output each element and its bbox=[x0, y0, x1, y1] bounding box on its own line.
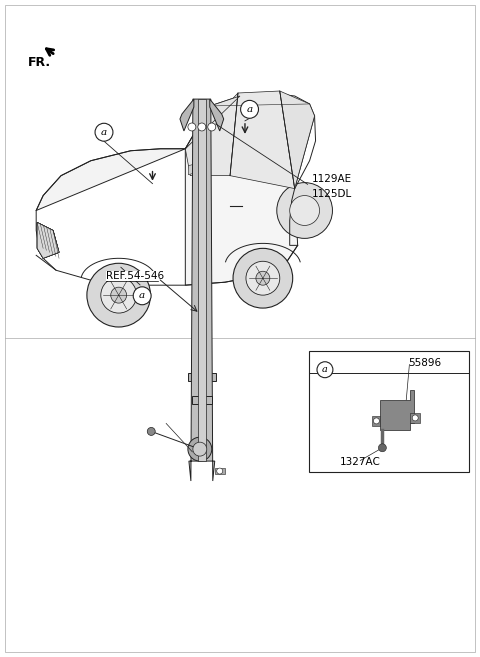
Circle shape bbox=[101, 277, 137, 313]
Polygon shape bbox=[410, 413, 420, 423]
Polygon shape bbox=[189, 99, 215, 481]
Polygon shape bbox=[230, 91, 295, 189]
Circle shape bbox=[147, 428, 155, 436]
Circle shape bbox=[317, 362, 333, 378]
Polygon shape bbox=[37, 223, 59, 258]
Circle shape bbox=[95, 124, 113, 141]
Polygon shape bbox=[36, 148, 185, 210]
Circle shape bbox=[233, 248, 293, 308]
Polygon shape bbox=[196, 382, 208, 451]
Polygon shape bbox=[188, 164, 196, 175]
Polygon shape bbox=[180, 99, 194, 131]
Polygon shape bbox=[215, 468, 225, 474]
Text: a: a bbox=[247, 105, 252, 114]
Circle shape bbox=[246, 261, 280, 295]
Circle shape bbox=[198, 123, 206, 131]
Wedge shape bbox=[87, 263, 151, 327]
Circle shape bbox=[290, 196, 320, 225]
Circle shape bbox=[188, 437, 212, 461]
Polygon shape bbox=[199, 291, 205, 349]
Polygon shape bbox=[193, 349, 211, 373]
Polygon shape bbox=[185, 148, 298, 285]
Circle shape bbox=[208, 123, 216, 131]
Polygon shape bbox=[372, 416, 380, 426]
Circle shape bbox=[193, 442, 207, 456]
Polygon shape bbox=[37, 223, 59, 258]
Circle shape bbox=[188, 123, 196, 131]
Circle shape bbox=[373, 418, 379, 424]
Circle shape bbox=[133, 287, 151, 305]
Circle shape bbox=[256, 271, 270, 285]
Polygon shape bbox=[37, 223, 59, 258]
Polygon shape bbox=[280, 91, 314, 189]
Text: 1327AC: 1327AC bbox=[340, 457, 381, 468]
Polygon shape bbox=[198, 99, 206, 461]
Text: 1125DL: 1125DL bbox=[312, 189, 352, 199]
Polygon shape bbox=[188, 373, 216, 382]
Polygon shape bbox=[380, 390, 414, 430]
Polygon shape bbox=[185, 93, 238, 175]
Circle shape bbox=[277, 183, 333, 238]
Polygon shape bbox=[185, 106, 314, 189]
Circle shape bbox=[378, 443, 386, 452]
Polygon shape bbox=[37, 223, 59, 258]
Bar bbox=[309, 351, 469, 472]
Circle shape bbox=[412, 415, 418, 421]
Polygon shape bbox=[185, 96, 240, 148]
Polygon shape bbox=[37, 223, 59, 258]
Text: FR.: FR. bbox=[28, 56, 51, 69]
Polygon shape bbox=[210, 99, 224, 131]
Circle shape bbox=[217, 468, 223, 474]
Text: a: a bbox=[322, 365, 328, 374]
Polygon shape bbox=[192, 396, 212, 404]
Text: a: a bbox=[139, 291, 145, 300]
Text: 1129AE: 1129AE bbox=[312, 174, 352, 185]
Text: 55896: 55896 bbox=[408, 359, 441, 369]
Text: REF.54-546: REF.54-546 bbox=[107, 271, 165, 281]
Circle shape bbox=[240, 101, 259, 118]
Text: a: a bbox=[101, 127, 107, 137]
Circle shape bbox=[111, 287, 127, 303]
